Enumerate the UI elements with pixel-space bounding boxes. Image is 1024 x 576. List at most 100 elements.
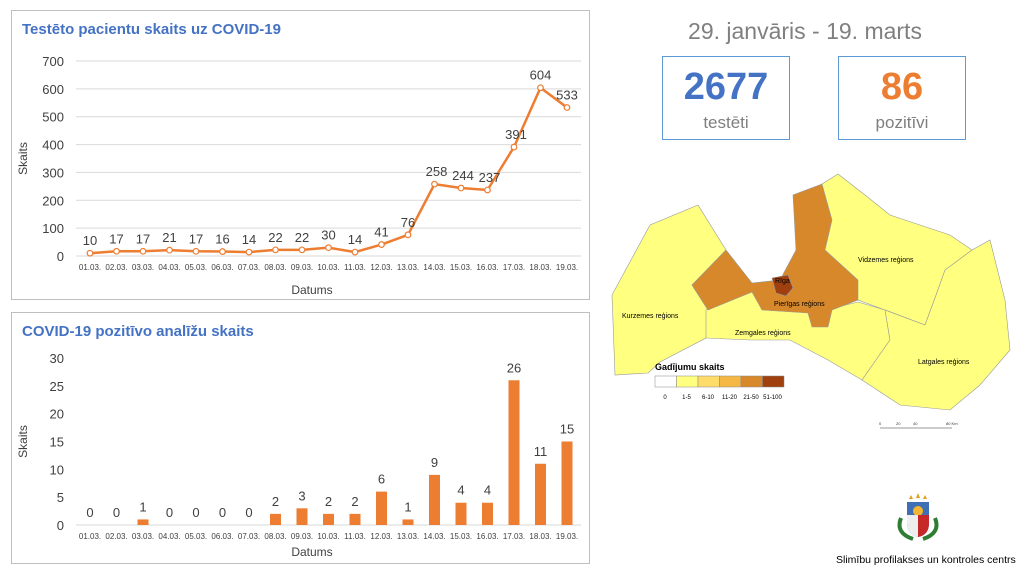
data-label: 2: [351, 494, 358, 509]
data-label: 0: [192, 505, 199, 520]
legend-swatch: [762, 375, 785, 388]
data-point: [457, 184, 465, 192]
data-label: 244: [452, 168, 474, 183]
x-tick-label: 16.03.: [476, 532, 498, 541]
scale-label: 80 Km: [946, 421, 958, 426]
data-label: 4: [484, 483, 491, 498]
data-point: [351, 248, 359, 256]
data-label: 17: [189, 231, 203, 246]
x-tick-label: 06.03.: [211, 263, 233, 272]
data-label: 22: [295, 230, 309, 245]
data-label: 0: [113, 505, 120, 520]
x-tick-label: 02.03.: [105, 263, 127, 272]
data-point: [298, 246, 306, 254]
latvia-region-map: Vidzemes reģions Rīga Pierīgas reģions K…: [611, 173, 1011, 429]
date-range: 29. janvāris - 19. marts: [688, 18, 922, 44]
x-axis-title: Datums: [291, 545, 332, 559]
legend-swatch: [719, 375, 742, 388]
x-tick-label: 18.03.: [529, 532, 551, 541]
positive-count: 86: [880, 66, 924, 108]
x-tick-label: 14.03.: [423, 263, 445, 272]
data-label: 10: [83, 233, 97, 248]
x-tick-label: 19.03.: [556, 532, 578, 541]
bar: [402, 519, 414, 525]
legend-swatch: [697, 375, 720, 388]
x-tick-label: 15.03.: [450, 532, 472, 541]
data-point: [219, 248, 226, 255]
bar: [376, 491, 387, 525]
x-tick-label: 12.03.: [370, 263, 392, 272]
bar: [137, 519, 149, 525]
bar: [535, 463, 546, 525]
y-tick-label: 0: [57, 518, 64, 533]
tested-label: testēti: [703, 113, 749, 132]
x-tick-label: 01.03.: [79, 263, 101, 272]
data-label: 0: [166, 505, 173, 520]
x-tick-label: 10.03.: [317, 532, 339, 541]
data-point: [431, 180, 438, 188]
positive-chart-panel: COVID-19 pozitīvo analīžu skaits 0 5 10 15 2…: [11, 312, 590, 564]
data-label: 1: [404, 499, 411, 514]
map-region-riga: [771, 274, 794, 297]
bar: [296, 508, 308, 525]
data-point: [113, 247, 120, 255]
data-label: 4: [457, 483, 464, 498]
bar: [508, 380, 520, 525]
scale-label: 0: [879, 421, 882, 426]
legend-label: 21-50: [743, 395, 759, 401]
data-label: 2: [325, 494, 332, 509]
y-tick-label: 200: [42, 193, 64, 208]
y-tick-label: 400: [42, 138, 64, 153]
legend-label: 0: [663, 395, 667, 401]
data-label: 9: [431, 455, 438, 470]
x-tick-label: 05.03.: [185, 263, 207, 272]
x-tick-label: 19.03.: [556, 263, 578, 272]
legend-label: 6-10: [702, 395, 715, 401]
y-tick-label: 15: [50, 435, 64, 450]
data-label: 22: [268, 230, 282, 245]
data-label: 6: [378, 472, 385, 487]
map-label-vidzeme: Vidzemes reģions: [858, 256, 914, 264]
x-tick-label: 04.03.: [158, 263, 180, 272]
positive-stat-card: 86 pozitīvi: [838, 56, 966, 140]
map-label-riga: Rīga: [775, 278, 790, 285]
data-label: 0: [245, 505, 252, 520]
data-point: [245, 248, 253, 256]
data-point: [510, 143, 518, 151]
y-tick-label: 300: [42, 165, 64, 180]
data-point: [563, 104, 571, 111]
map-label-pieriga: Pierīgas reģions: [774, 300, 825, 308]
legend-label: 51-100: [763, 395, 782, 401]
x-tick-label: 13.03.: [397, 532, 419, 541]
x-tick-label: 10.03.: [317, 263, 339, 272]
data-label: 14: [348, 232, 362, 247]
data-label: 391: [505, 127, 527, 142]
y-tick-label: 10: [50, 462, 64, 477]
x-tick-label: 02.03.: [105, 532, 127, 541]
data-label: 30: [321, 228, 335, 243]
x-tick-label: 12.03.: [370, 532, 392, 541]
x-tick-label: 04.03.: [158, 532, 180, 541]
data-label: 0: [219, 505, 226, 520]
legend-label: 11-20: [722, 395, 738, 401]
data-label: 21: [162, 230, 176, 245]
x-tick-label: 07.03.: [238, 532, 260, 541]
map-label-kurzeme: Kurzemes reģions: [622, 312, 679, 320]
y-tick-label: 600: [42, 82, 64, 97]
y-axis-title: Skaits: [16, 425, 30, 458]
data-label: 41: [374, 225, 388, 240]
x-tick-label: 11.03.: [344, 532, 366, 541]
data-point: [86, 249, 94, 257]
bar: [323, 513, 334, 525]
data-point: [272, 246, 279, 254]
tested-stat-card: 2677 testēti: [662, 56, 790, 140]
positive-label: pozitīvi: [875, 113, 929, 132]
legend-swatch: [654, 375, 677, 388]
data-label: 17: [109, 231, 123, 246]
x-tick-label: 09.03.: [291, 532, 313, 541]
x-tick-label: 09.03.: [291, 263, 313, 272]
data-label: 17: [136, 231, 150, 246]
data-label: 237: [479, 170, 501, 185]
data-point: [325, 244, 332, 252]
